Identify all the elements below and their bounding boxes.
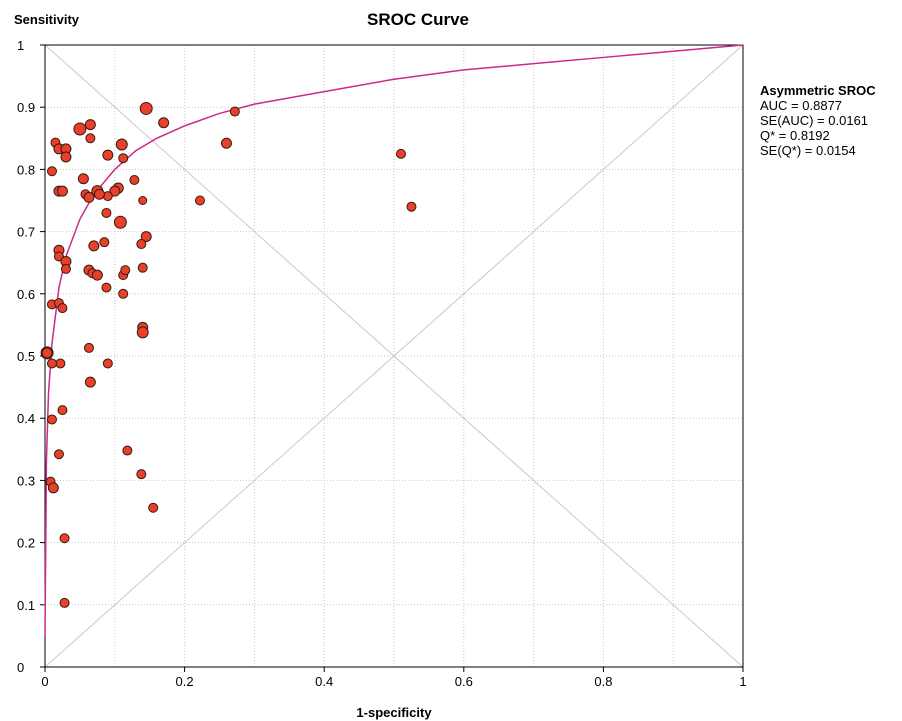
study-point [137,262,148,273]
x-tick-label: 0 [41,674,48,689]
study-point [83,342,94,353]
study-point [120,265,131,276]
study-point [101,207,112,218]
x-tick-label: 0.6 [455,674,473,689]
y-tick-label: 0.4 [17,411,35,426]
y-tick-label: 0.8 [17,162,35,177]
study-point [101,282,112,293]
study-point [140,231,152,243]
study-point [115,138,128,151]
study-point [194,195,205,206]
study-point [158,117,170,129]
x-axis-label: 1-specificity [356,705,432,720]
legend-se-auc: SE(AUC) = 0.0161 [760,113,868,128]
study-point [138,196,148,205]
study-point [84,376,96,388]
y-tick-label: 0 [17,660,24,675]
study-point [59,533,70,544]
study-point [136,239,147,250]
study-point [60,263,71,274]
legend-auc: AUC = 0.8877 [760,98,842,113]
study-point [229,106,240,117]
study-point [102,358,113,369]
x-tick-label: 0.4 [315,674,333,689]
study-point [85,133,96,144]
study-point [46,166,57,177]
study-point [77,173,89,185]
study-point [60,151,72,163]
study-point [406,201,417,212]
y-tick-label: 0.7 [17,225,35,240]
y-tick-label: 0.6 [17,287,35,302]
chart-title: SROC Curve [367,10,469,29]
study-point [88,240,100,252]
study-point [57,303,68,314]
y-tick-label: 0.3 [17,473,35,488]
study-point [41,347,53,359]
x-tick-label: 0.8 [594,674,612,689]
study-point [118,288,129,299]
x-tick-label: 1 [739,674,746,689]
study-point [136,326,149,339]
study-point [47,482,59,494]
study-point [56,185,68,197]
y-axis-label: Sensitivity [14,12,80,27]
axis-ticks: 0 0.2 0.4 0.6 0.8 1 0 0.1 0.2 0.3 0.4 0.5 0.6 0.7 0.8 0… [17,38,747,689]
study-point [129,174,140,185]
study-point [53,449,64,460]
legend-title: Asymmetric SROC [760,83,876,98]
study-point [136,469,147,480]
study-point [148,502,159,513]
y-tick-label: 0.2 [17,536,35,551]
study-point [59,597,70,608]
y-tick-label: 0.1 [17,598,35,613]
study-point [99,237,110,248]
study-point [84,119,96,131]
study-point [73,122,87,136]
study-point [395,148,406,159]
study-point [46,414,57,425]
diagonals [44,44,744,668]
study-point [109,185,121,197]
legend-se-q-star: SE(Q*) = 0.0154 [760,143,856,158]
study-point [46,358,57,369]
study-point [122,445,133,456]
sroc-curve-group [44,44,744,636]
legend: Asymmetric SROC AUC = 0.8877 SE(AUC) = 0… [760,83,876,158]
study-point [91,269,103,281]
study-point [220,137,232,149]
anti-diagonal-line [44,44,744,668]
study-point [57,405,68,416]
study-points [40,101,417,608]
study-point [93,188,105,200]
x-tick-label: 0.2 [176,674,194,689]
y-tick-label: 0.9 [17,100,35,115]
legend-q-star: Q* = 0.8192 [760,128,830,143]
study-point [113,215,127,229]
y-tick-label: 1 [17,38,24,53]
study-point [83,191,95,203]
study-point [139,101,153,115]
y-tick-label: 0.5 [17,349,35,364]
study-point [118,153,129,164]
sroc-curve [44,44,744,636]
study-point [102,149,114,161]
study-point [55,358,66,369]
